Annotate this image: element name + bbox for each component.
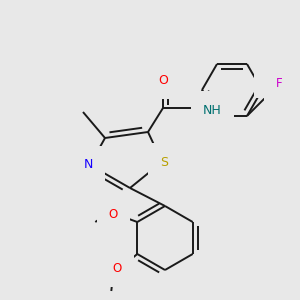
Text: O: O [109, 208, 118, 220]
Text: O: O [113, 262, 122, 275]
Text: O: O [158, 74, 168, 86]
Text: S: S [160, 155, 168, 169]
Text: F: F [280, 88, 286, 100]
Text: N: N [83, 158, 93, 172]
Text: F: F [276, 77, 282, 91]
Text: NH: NH [203, 103, 222, 116]
Text: F: F [266, 74, 272, 86]
